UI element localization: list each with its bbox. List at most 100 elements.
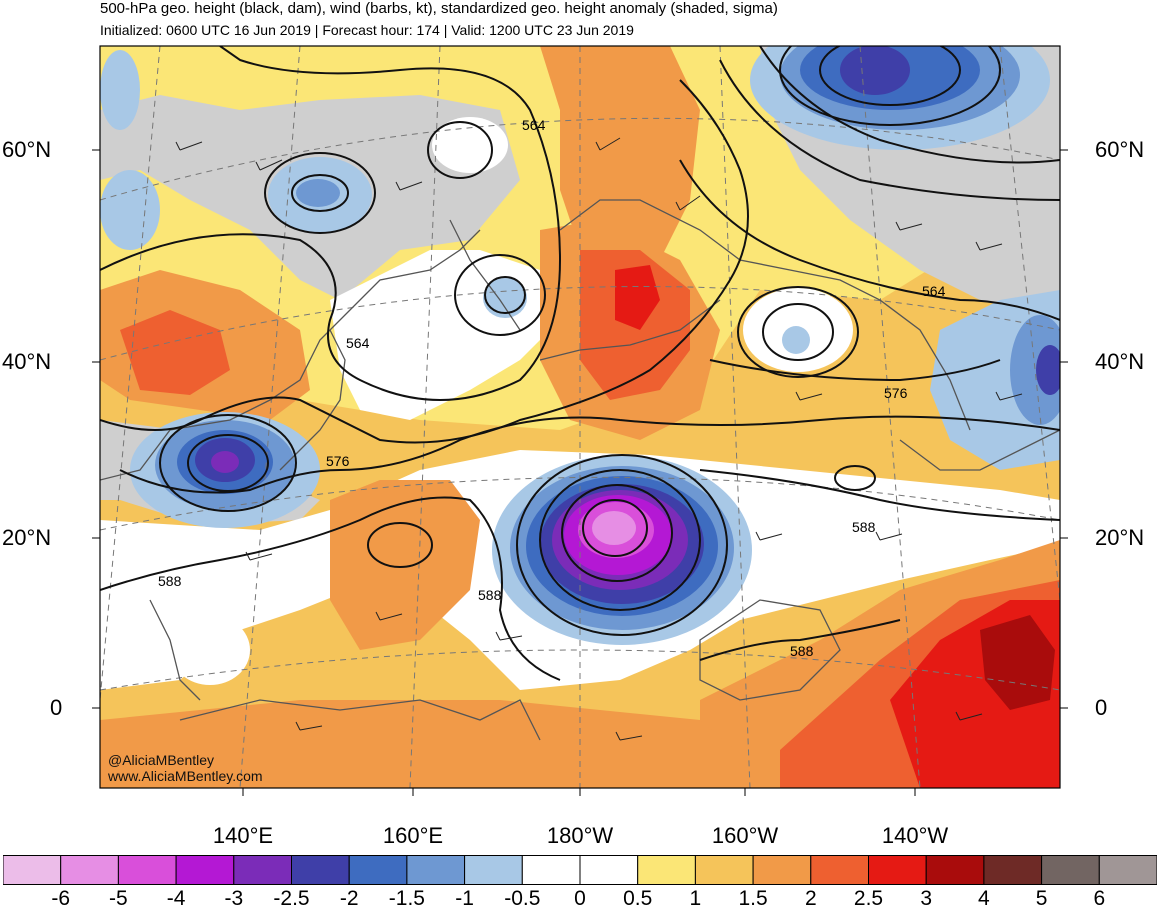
lon-label: 160°E <box>382 823 444 848</box>
colorbar-box <box>117 855 177 885</box>
colorbar-tick-label: -0.5 <box>504 887 541 910</box>
colorbar-tick-label: -5 <box>109 887 128 910</box>
wind-barb <box>755 531 783 541</box>
shade-blue-east <box>1010 315 1060 425</box>
colorbar-box <box>175 855 235 885</box>
height-contour <box>159 414 297 512</box>
shade-violet-japanlow <box>211 451 239 473</box>
contour-label: 588 <box>790 643 814 659</box>
colorbar-tick-label: -2.5 <box>273 887 310 910</box>
colorbar-tick-label: 2 <box>804 887 817 910</box>
axis-tick <box>242 788 916 796</box>
lat-label-right: 60°N <box>1095 137 1145 162</box>
height-contour <box>264 152 376 234</box>
wind-barb <box>495 631 523 641</box>
colorbar-tick-label: 0.5 <box>623 887 653 910</box>
contour-label: 588 <box>478 587 502 603</box>
shade-navy-east <box>1036 345 1060 395</box>
colorbar-box <box>1098 855 1157 885</box>
height-contour <box>367 522 433 568</box>
coastline-asia <box>100 229 481 481</box>
colorbar-box <box>810 855 869 885</box>
height-contour <box>762 303 834 361</box>
colorbar-box <box>637 855 696 885</box>
grid-meridian <box>859 46 921 788</box>
height-contour <box>291 174 349 212</box>
colorbar-box <box>348 855 408 885</box>
coastline-alaska <box>559 199 971 431</box>
grid-parallel <box>100 286 1060 361</box>
axis-tick <box>92 149 100 709</box>
height-contour <box>516 454 728 636</box>
colorbar-tick-label: -6 <box>51 887 71 910</box>
wind-barb <box>895 221 923 231</box>
colorbar-box <box>868 855 927 885</box>
wind-barb <box>255 159 283 171</box>
shade-blue-siberia <box>296 179 340 207</box>
colorbar-tick-label: 2.5 <box>853 887 884 910</box>
coastline-australia <box>699 599 841 701</box>
grid-meridian <box>999 46 1060 601</box>
colorbar-tick-label: -3 <box>224 887 244 910</box>
chart-title: 500-hPa geo. height (black, dam), wind (… <box>100 0 778 17</box>
colorbar-tick-label: 1 <box>689 887 702 910</box>
lat-label-left: 0 <box>50 695 63 720</box>
shade-lightblue-gulf <box>782 326 810 354</box>
colorbar-box <box>3 855 62 885</box>
height-contour <box>427 121 493 179</box>
height-contour <box>119 415 1060 494</box>
wind-barb <box>175 141 203 151</box>
colorbar <box>3 855 1157 885</box>
chart-subtitle: Initialized: 0600 UTC 16 Jun 2019 | Fore… <box>100 22 634 38</box>
colorbar-box <box>406 855 466 885</box>
colorbar-tick-label: -2 <box>339 887 359 910</box>
axis-tick <box>1060 149 1068 709</box>
wind-barb <box>995 391 1023 401</box>
coastline-aleutians <box>539 299 721 361</box>
lat-label-left: 40°N <box>2 349 52 374</box>
colorbar-box <box>521 855 581 885</box>
wind-barb <box>615 731 643 741</box>
colorbar-box <box>1041 855 1100 885</box>
wind-barb <box>675 195 701 211</box>
height-contour <box>779 46 1001 126</box>
contour-label: 588 <box>852 519 876 535</box>
colorbar-box <box>694 855 754 885</box>
colorbar-box <box>579 855 639 885</box>
height-contour <box>100 496 561 681</box>
height-contour <box>737 286 859 378</box>
lat-label-right: 20°N <box>1095 525 1145 550</box>
shade-red-core <box>615 265 660 330</box>
shade-orange-south <box>100 700 780 788</box>
credit-site: www.AliciaMBentley.com <box>108 768 263 784</box>
wind-barb <box>245 551 273 561</box>
grid-meridian <box>409 46 441 788</box>
colorbar-box <box>464 855 523 885</box>
coastline-philippines <box>149 599 201 701</box>
lat-label-left: 60°N <box>2 137 52 162</box>
colorbar-box <box>60 855 119 885</box>
lat-label-right: 0 <box>1095 695 1108 720</box>
height-contour <box>834 465 876 491</box>
shade-orange-westpac <box>330 480 480 650</box>
colorbar-tick-label: -4 <box>166 887 186 910</box>
height-contour <box>187 434 269 492</box>
wind-barb <box>595 137 621 151</box>
contour-label: 576 <box>884 385 908 401</box>
height-contour <box>582 499 648 557</box>
height-contour <box>759 46 1060 164</box>
height-contour <box>561 484 673 582</box>
coastline-indonesia <box>179 699 541 741</box>
contour-label: 564 <box>922 283 946 299</box>
lat-label-right: 40°N <box>1095 349 1145 374</box>
shade-white-philippines <box>170 615 250 685</box>
contour-label: 564 <box>522 117 546 133</box>
credit-handle: @AliciaMBentley <box>108 752 215 768</box>
contour-label: 588 <box>158 573 182 589</box>
shade-pink-pacificlow <box>592 511 636 545</box>
height-contour <box>100 79 749 444</box>
wind-barb <box>795 391 823 401</box>
colorbar-tick-label: 6 <box>1093 887 1106 910</box>
colorbar-tick-label: 5 <box>1035 887 1048 910</box>
